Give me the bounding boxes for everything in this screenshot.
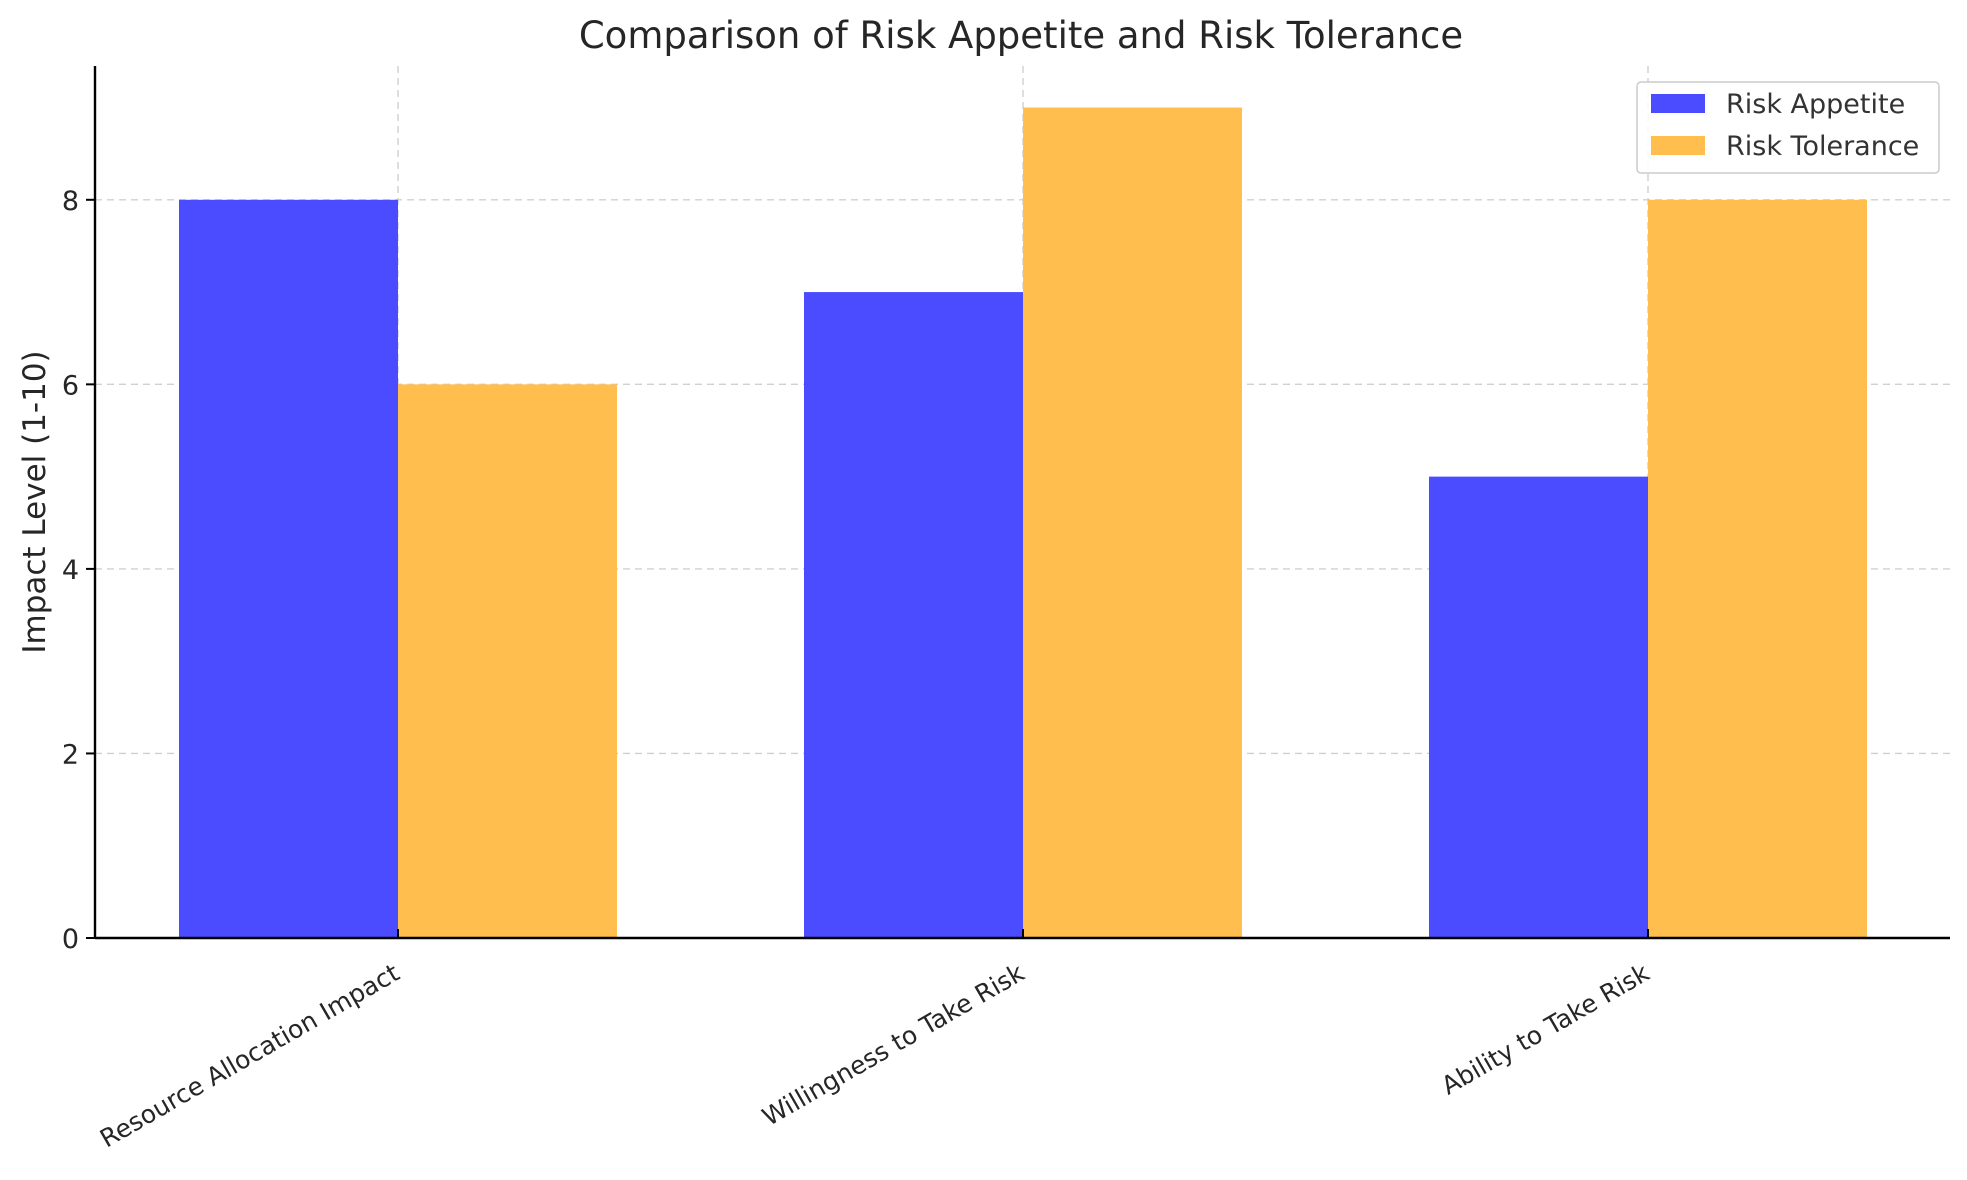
legend-swatch-risk-tolerance: [1651, 136, 1705, 155]
y-tick-label: 2: [62, 739, 79, 770]
bar-risk-appetite-willingness-to-take-risk: [804, 292, 1023, 938]
x-ticks: Resource Allocation Impact Willingness to…: [95, 929, 1655, 1153]
bars: [179, 107, 1867, 939]
x-tick-label: Resource Allocation Impact: [95, 958, 404, 1153]
legend-label-risk-tolerance: Risk Tolerance: [1726, 131, 1919, 162]
bar-risk-appetite-resource-allocation-impact: [179, 199, 398, 938]
legend: Risk Appetite Risk Tolerance: [1636, 81, 1940, 174]
bar-risk-appetite-ability-to-take-risk: [1429, 476, 1648, 938]
bar-risk-tolerance-willingness-to-take-risk: [1023, 107, 1242, 939]
y-axis-label: Impact Level (1-10): [17, 350, 53, 653]
y-tick-label: 6: [62, 370, 79, 401]
chart-title: Comparison of Risk Appetite and Risk Tol…: [579, 14, 1463, 57]
bar-risk-tolerance-ability-to-take-risk: [1648, 199, 1867, 938]
y-tick-label: 8: [62, 186, 79, 217]
legend-swatch-risk-appetite: [1651, 94, 1705, 113]
y-tick-label: 4: [62, 555, 79, 586]
y-ticks: 0 2 4 6 8: [62, 186, 95, 955]
y-tick-label: 0: [62, 924, 79, 955]
legend-label-risk-appetite: Risk Appetite: [1726, 89, 1905, 120]
x-tick-label: Ability to Take Risk: [1437, 958, 1655, 1101]
bar-risk-tolerance-resource-allocation-impact: [398, 384, 617, 938]
x-tick-label: Willingness to Take Risk: [757, 958, 1029, 1132]
legend-box: [1636, 81, 1940, 174]
